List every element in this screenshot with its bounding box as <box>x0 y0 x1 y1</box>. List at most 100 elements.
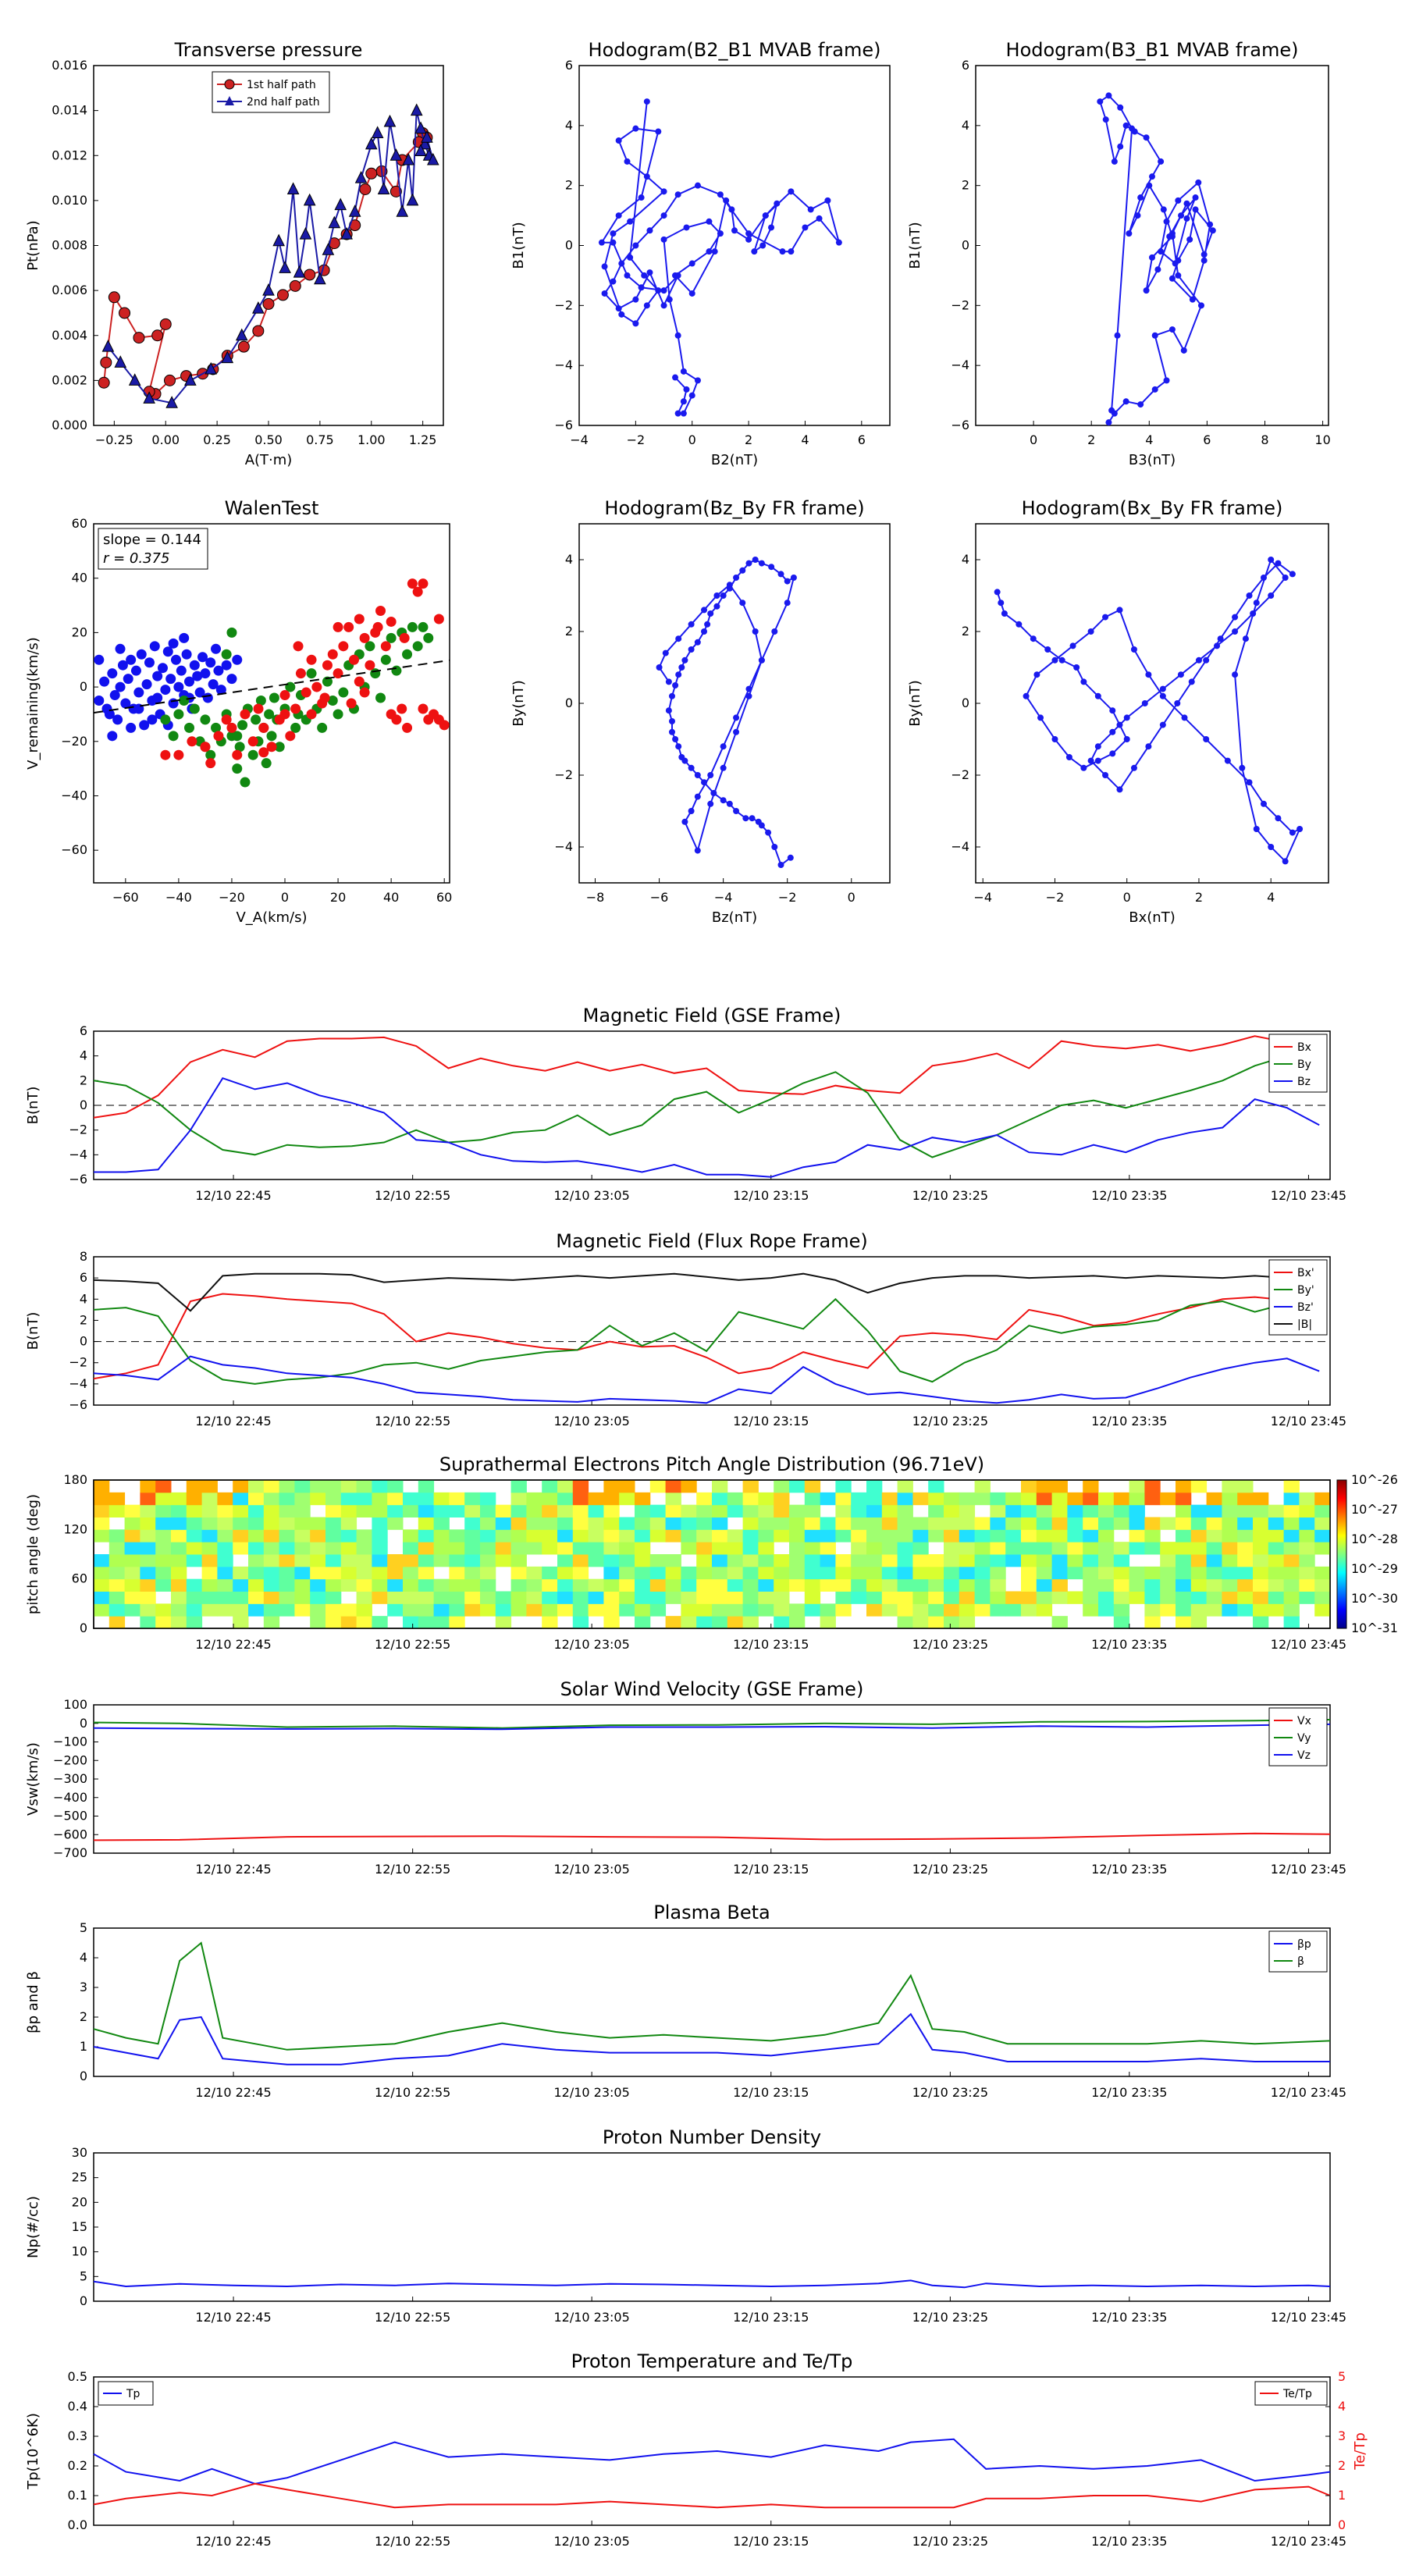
heatmap-cell <box>1176 1578 1192 1592</box>
data-point <box>286 182 300 194</box>
scatter-point <box>221 714 232 725</box>
data-point <box>1145 671 1152 678</box>
heatmap-cell <box>1268 1517 1285 1530</box>
scatter-point <box>407 578 418 589</box>
heatmap-cell <box>1206 1566 1222 1580</box>
heatmap-cell <box>649 1566 667 1580</box>
heatmap-cell <box>1160 1517 1176 1530</box>
heatmap-cell <box>959 1529 976 1542</box>
data-point <box>1246 779 1253 786</box>
heatmap-cell <box>263 1529 280 1542</box>
heatmap-cell <box>681 1529 697 1542</box>
heatmap-cell <box>356 1603 372 1617</box>
heatmap-cell <box>789 1517 806 1530</box>
chart-title: Magnetic Field (GSE Frame) <box>583 1005 841 1026</box>
y-tick-label: 0 <box>962 238 969 253</box>
heatmap-cell <box>495 1504 512 1517</box>
data-point <box>694 793 701 800</box>
heatmap-cell <box>201 1566 218 1580</box>
data-point <box>1177 671 1184 678</box>
plot-frame <box>93 523 450 884</box>
heatmap-cell <box>1283 1554 1300 1567</box>
heatmap-cell <box>94 1517 110 1530</box>
y-tick-label: 0 <box>80 1334 87 1349</box>
heatmap-cell <box>804 1529 821 1542</box>
series-line-Bz <box>94 1076 1320 1178</box>
heatmap-cell <box>1237 1603 1254 1617</box>
y-tick-label: −100 <box>53 1735 87 1749</box>
data-point <box>1183 215 1190 222</box>
heatmap-cell <box>1253 1616 1269 1629</box>
data-point <box>1158 248 1165 255</box>
data-point <box>221 350 234 364</box>
heatmap-cell <box>1160 1603 1176 1617</box>
legend-marker <box>224 79 235 90</box>
heatmap-cell <box>881 1517 898 1530</box>
heatmap-cell <box>912 1554 929 1567</box>
heatmap-cell <box>186 1480 203 1493</box>
heatmap-cell <box>510 1504 527 1517</box>
heatmap-cell <box>1206 1603 1222 1617</box>
heatmap-cell <box>1021 1504 1037 1517</box>
y-tick-label: 180 <box>63 1472 87 1487</box>
heatmap-cell <box>1268 1578 1285 1592</box>
x-tick-label: 12/10 23:05 <box>553 2310 629 2325</box>
scatter-point <box>261 758 272 769</box>
y-tick-label: −60 <box>61 842 87 857</box>
heatmap-cell <box>1253 1591 1269 1604</box>
heatmap-cell <box>340 1566 357 1580</box>
heatmap-cell <box>526 1603 542 1617</box>
heatmap-cell <box>418 1492 435 1506</box>
heatmap-cell <box>1190 1542 1208 1555</box>
x-tick-label: −2 <box>1046 890 1065 905</box>
data-point <box>314 272 326 285</box>
heatmap-cell <box>974 1480 991 1493</box>
heatmap-cell <box>712 1542 728 1555</box>
x-tick-label: 12/10 23:05 <box>553 1414 629 1429</box>
heatmap-cell <box>294 1566 311 1580</box>
heatmap-cell <box>140 1616 156 1629</box>
scatter-point <box>348 654 359 665</box>
heatmap-cell <box>418 1517 435 1530</box>
heatmap-cell <box>665 1566 681 1580</box>
heatmap-cell <box>233 1566 249 1580</box>
plot-frame <box>578 523 891 884</box>
data-point <box>601 290 608 297</box>
heatmap-cell <box>310 1591 326 1604</box>
data-point <box>100 356 112 368</box>
x-tick-label: 0 <box>1030 432 1037 447</box>
colorbar <box>1336 1479 1347 1629</box>
heatmap-cell <box>510 1480 527 1493</box>
scatter-point <box>213 731 224 742</box>
y-tick-label: 0.000 <box>52 418 87 432</box>
y-tick-label: 6 <box>565 58 573 73</box>
x-tick-label: 12/10 23:15 <box>733 1637 809 1652</box>
y-axis-label: B1(nT) <box>907 222 923 269</box>
plot-frame <box>578 65 891 426</box>
heatmap-cell <box>356 1529 372 1542</box>
heatmap-cell <box>974 1554 991 1567</box>
y-axis-label: pitch angle (deg) <box>25 1494 41 1614</box>
heatmap-cell <box>1314 1517 1331 1530</box>
plot-frame <box>93 1256 1331 1406</box>
heatmap-cell <box>464 1554 481 1567</box>
x-tick-label: 12/10 23:15 <box>733 1414 809 1429</box>
y-tick-label: 60 <box>72 516 87 531</box>
data-point <box>745 230 752 237</box>
heatmap-cell <box>1253 1578 1269 1592</box>
heatmap-cell <box>603 1504 620 1517</box>
heatmap-cell <box>480 1591 496 1604</box>
heatmap-cell <box>866 1554 883 1567</box>
data-point <box>672 374 679 381</box>
heatmap-cell <box>649 1554 667 1567</box>
heatmap-cell <box>510 1591 527 1604</box>
x-axis-label: B2(nT) <box>711 452 758 468</box>
hodogram-path <box>1099 94 1214 423</box>
data-point <box>377 182 390 194</box>
heatmap-cell <box>588 1542 604 1555</box>
heatmap-cell <box>233 1517 249 1530</box>
data-point <box>1094 757 1101 764</box>
heatmap-cell <box>712 1566 728 1580</box>
heatmap-cell <box>1222 1492 1238 1506</box>
heatmap-cell <box>403 1554 419 1567</box>
